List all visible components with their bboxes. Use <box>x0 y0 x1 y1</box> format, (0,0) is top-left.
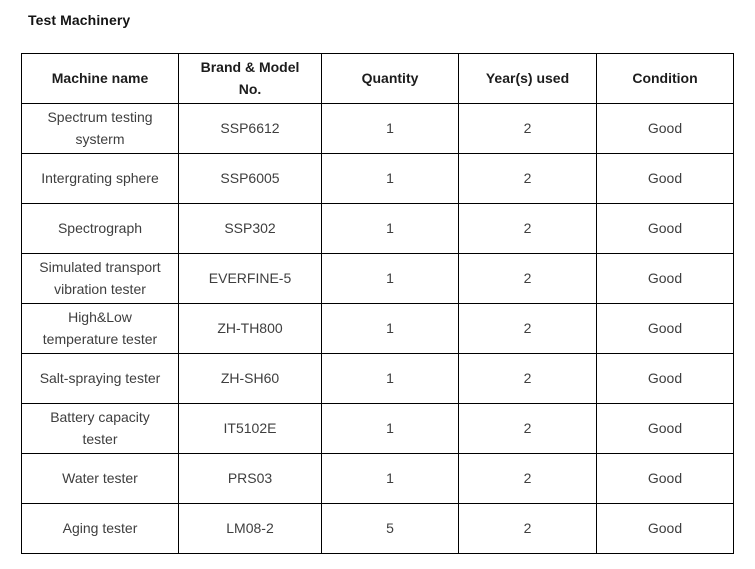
cell-model: SSP6005 <box>178 152 322 204</box>
cell-model: SSP6612 <box>178 102 322 154</box>
cell-model: LM08-2 <box>178 502 322 554</box>
cell-machine-name: Water tester <box>21 452 179 504</box>
cell-model: ZH-TH800 <box>178 302 322 354</box>
cell-condition: Good <box>596 302 734 354</box>
cell-machine-name: Simulated transport vibration tester <box>21 252 179 304</box>
cell-model: PRS03 <box>178 452 322 504</box>
table-row: Simulated transport vibration tester EVE… <box>21 252 734 304</box>
cell-model: EVERFINE-5 <box>178 252 322 304</box>
cell-machine-name: Salt-spraying tester <box>21 352 179 404</box>
cell-condition: Good <box>596 202 734 254</box>
table-row: Spectrograph SSP302 1 2 Good <box>21 202 734 254</box>
cell-years-used: 2 <box>458 352 597 404</box>
cell-years-used: 2 <box>458 152 597 204</box>
cell-years-used: 2 <box>458 502 597 554</box>
header-condition: Condition <box>596 53 734 104</box>
cell-machine-name: Battery capacity tester <box>21 402 179 454</box>
cell-quantity: 1 <box>321 352 459 404</box>
cell-model: ZH-SH60 <box>178 352 322 404</box>
cell-machine-name: Intergrating sphere <box>21 152 179 204</box>
header-quantity: Quantity <box>321 53 459 104</box>
table-row: Aging tester LM08-2 5 2 Good <box>21 502 734 554</box>
machinery-table: Machine name Brand & Model No. Quantity … <box>21 53 734 554</box>
cell-quantity: 1 <box>321 302 459 354</box>
table-row: Water tester PRS03 1 2 Good <box>21 452 734 504</box>
cell-machine-name: Spectrum testing systerm <box>21 102 179 154</box>
cell-condition: Good <box>596 452 734 504</box>
cell-condition: Good <box>596 402 734 454</box>
table-header-row: Machine name Brand & Model No. Quantity … <box>21 53 734 104</box>
cell-condition: Good <box>596 252 734 304</box>
header-brand-model: Brand & Model No. <box>178 53 322 104</box>
table-row: High&Low temperature tester ZH-TH800 1 2… <box>21 302 734 354</box>
cell-condition: Good <box>596 352 734 404</box>
table-row: Battery capacity tester IT5102E 1 2 Good <box>21 402 734 454</box>
cell-quantity: 1 <box>321 202 459 254</box>
cell-condition: Good <box>596 152 734 204</box>
cell-quantity: 1 <box>321 252 459 304</box>
table-row: Spectrum testing systerm SSP6612 1 2 Goo… <box>21 102 734 154</box>
cell-years-used: 2 <box>458 302 597 354</box>
cell-years-used: 2 <box>458 252 597 304</box>
cell-condition: Good <box>596 102 734 154</box>
cell-quantity: 1 <box>321 402 459 454</box>
cell-years-used: 2 <box>458 202 597 254</box>
page-title: Test Machinery <box>28 12 131 28</box>
cell-years-used: 2 <box>458 102 597 154</box>
cell-quantity: 5 <box>321 502 459 554</box>
cell-quantity: 1 <box>321 452 459 504</box>
cell-quantity: 1 <box>321 102 459 154</box>
cell-model: IT5102E <box>178 402 322 454</box>
cell-quantity: 1 <box>321 152 459 204</box>
cell-machine-name: High&Low temperature tester <box>21 302 179 354</box>
cell-model: SSP302 <box>178 202 322 254</box>
cell-condition: Good <box>596 502 734 554</box>
table-row: Salt-spraying tester ZH-SH60 1 2 Good <box>21 352 734 404</box>
table-row: Intergrating sphere SSP6005 1 2 Good <box>21 152 734 204</box>
cell-years-used: 2 <box>458 402 597 454</box>
cell-machine-name: Aging tester <box>21 502 179 554</box>
cell-years-used: 2 <box>458 452 597 504</box>
header-years-used: Year(s) used <box>458 53 597 104</box>
header-machine-name: Machine name <box>21 53 179 104</box>
cell-machine-name: Spectrograph <box>21 202 179 254</box>
